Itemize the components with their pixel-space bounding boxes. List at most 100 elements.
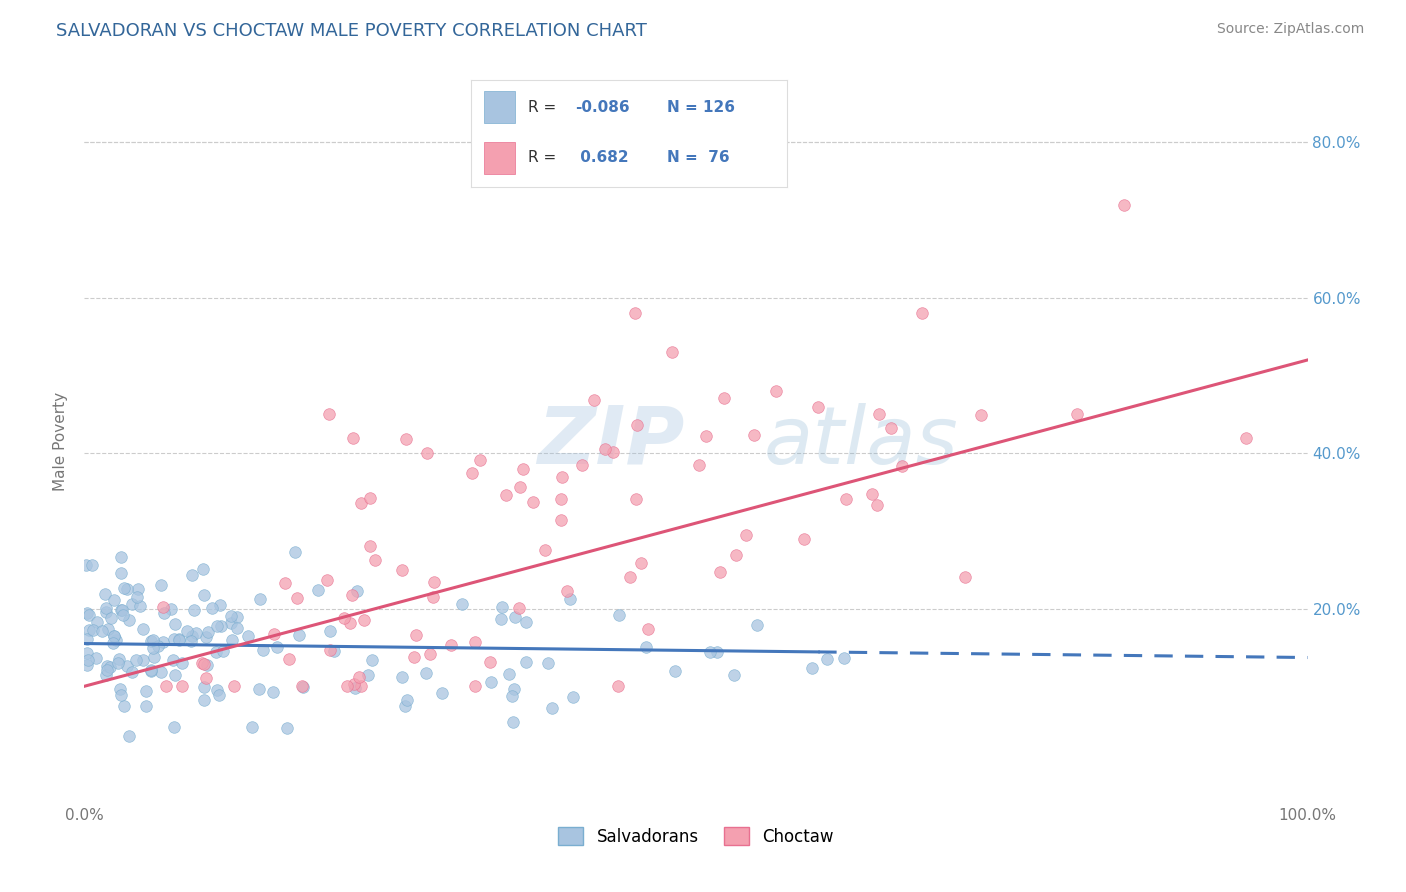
- Point: [550, 513, 572, 527]
- Point: [713, 391, 735, 405]
- Point: [108, 682, 131, 697]
- Point: [318, 408, 340, 422]
- Point: [706, 645, 728, 659]
- Point: [77, 608, 100, 623]
- Point: [395, 692, 418, 706]
- Point: [550, 492, 572, 507]
- Point: [344, 681, 367, 695]
- Point: [277, 651, 299, 665]
- Point: [602, 445, 624, 459]
- Point: [183, 603, 205, 617]
- Point: [479, 674, 502, 689]
- Legend: Salvadorans, Choctaw: Salvadorans, Choctaw: [551, 821, 841, 852]
- Point: [292, 680, 315, 694]
- Text: R =: R =: [529, 151, 557, 165]
- Point: [347, 670, 370, 684]
- Point: [96, 663, 118, 677]
- Text: -0.086: -0.086: [575, 100, 630, 115]
- Point: [163, 720, 186, 734]
- Point: [288, 628, 311, 642]
- Point: [350, 679, 373, 693]
- Point: [100, 611, 122, 625]
- Point: [205, 619, 228, 633]
- Point: [149, 578, 172, 592]
- Point: [165, 668, 187, 682]
- Point: [1114, 197, 1136, 211]
- Point: [110, 549, 132, 564]
- Point: [249, 591, 271, 606]
- Point: [723, 667, 745, 681]
- Point: [891, 458, 914, 473]
- Point: [911, 306, 934, 320]
- Point: [284, 545, 307, 559]
- Point: [744, 427, 766, 442]
- Point: [534, 543, 557, 558]
- Point: [132, 653, 155, 667]
- Point: [489, 611, 512, 625]
- Point: [391, 670, 413, 684]
- Point: [953, 570, 976, 584]
- Point: [194, 630, 217, 644]
- Point: [391, 563, 413, 577]
- Point: [211, 644, 233, 658]
- Point: [541, 701, 564, 715]
- Point: [346, 584, 368, 599]
- Point: [416, 446, 439, 460]
- Point: [167, 632, 190, 647]
- Point: [607, 607, 630, 622]
- Point: [76, 632, 98, 647]
- Point: [94, 587, 117, 601]
- Point: [582, 392, 605, 407]
- Point: [537, 657, 560, 671]
- Point: [112, 699, 135, 714]
- Point: [502, 715, 524, 730]
- Point: [561, 690, 583, 704]
- Point: [333, 611, 356, 625]
- Point: [180, 629, 202, 643]
- Point: [163, 632, 186, 646]
- Point: [807, 400, 830, 414]
- Point: [108, 652, 131, 666]
- Text: N = 126: N = 126: [668, 100, 735, 115]
- Point: [207, 682, 229, 697]
- Point: [734, 527, 756, 541]
- Point: [139, 664, 162, 678]
- Point: [135, 699, 157, 714]
- Point: [291, 679, 314, 693]
- Point: [276, 721, 298, 735]
- Point: [125, 591, 148, 605]
- Point: [172, 679, 194, 693]
- Text: atlas: atlas: [763, 402, 957, 481]
- Point: [76, 658, 98, 673]
- Point: [221, 633, 243, 648]
- Point: [195, 658, 218, 673]
- Point: [94, 668, 117, 682]
- Point: [96, 659, 118, 673]
- Point: [359, 491, 381, 505]
- Point: [464, 634, 486, 648]
- Point: [112, 608, 135, 623]
- Point: [193, 562, 215, 576]
- Point: [501, 689, 523, 703]
- Point: [236, 629, 259, 643]
- Point: [127, 582, 149, 597]
- Point: [107, 657, 129, 671]
- Point: [353, 613, 375, 627]
- Text: ZIP: ZIP: [537, 402, 685, 481]
- Point: [167, 632, 190, 646]
- Point: [209, 598, 232, 612]
- Point: [117, 613, 139, 627]
- Point: [98, 659, 121, 673]
- Point: [461, 467, 484, 481]
- Point: [266, 640, 288, 654]
- Point: [132, 622, 155, 636]
- Point: [970, 408, 993, 422]
- Point: [103, 629, 125, 643]
- Point: [110, 688, 132, 702]
- Point: [624, 306, 647, 320]
- Point: [340, 588, 363, 602]
- Point: [440, 638, 463, 652]
- Point: [571, 458, 593, 472]
- Point: [110, 566, 132, 580]
- Point: [607, 679, 630, 693]
